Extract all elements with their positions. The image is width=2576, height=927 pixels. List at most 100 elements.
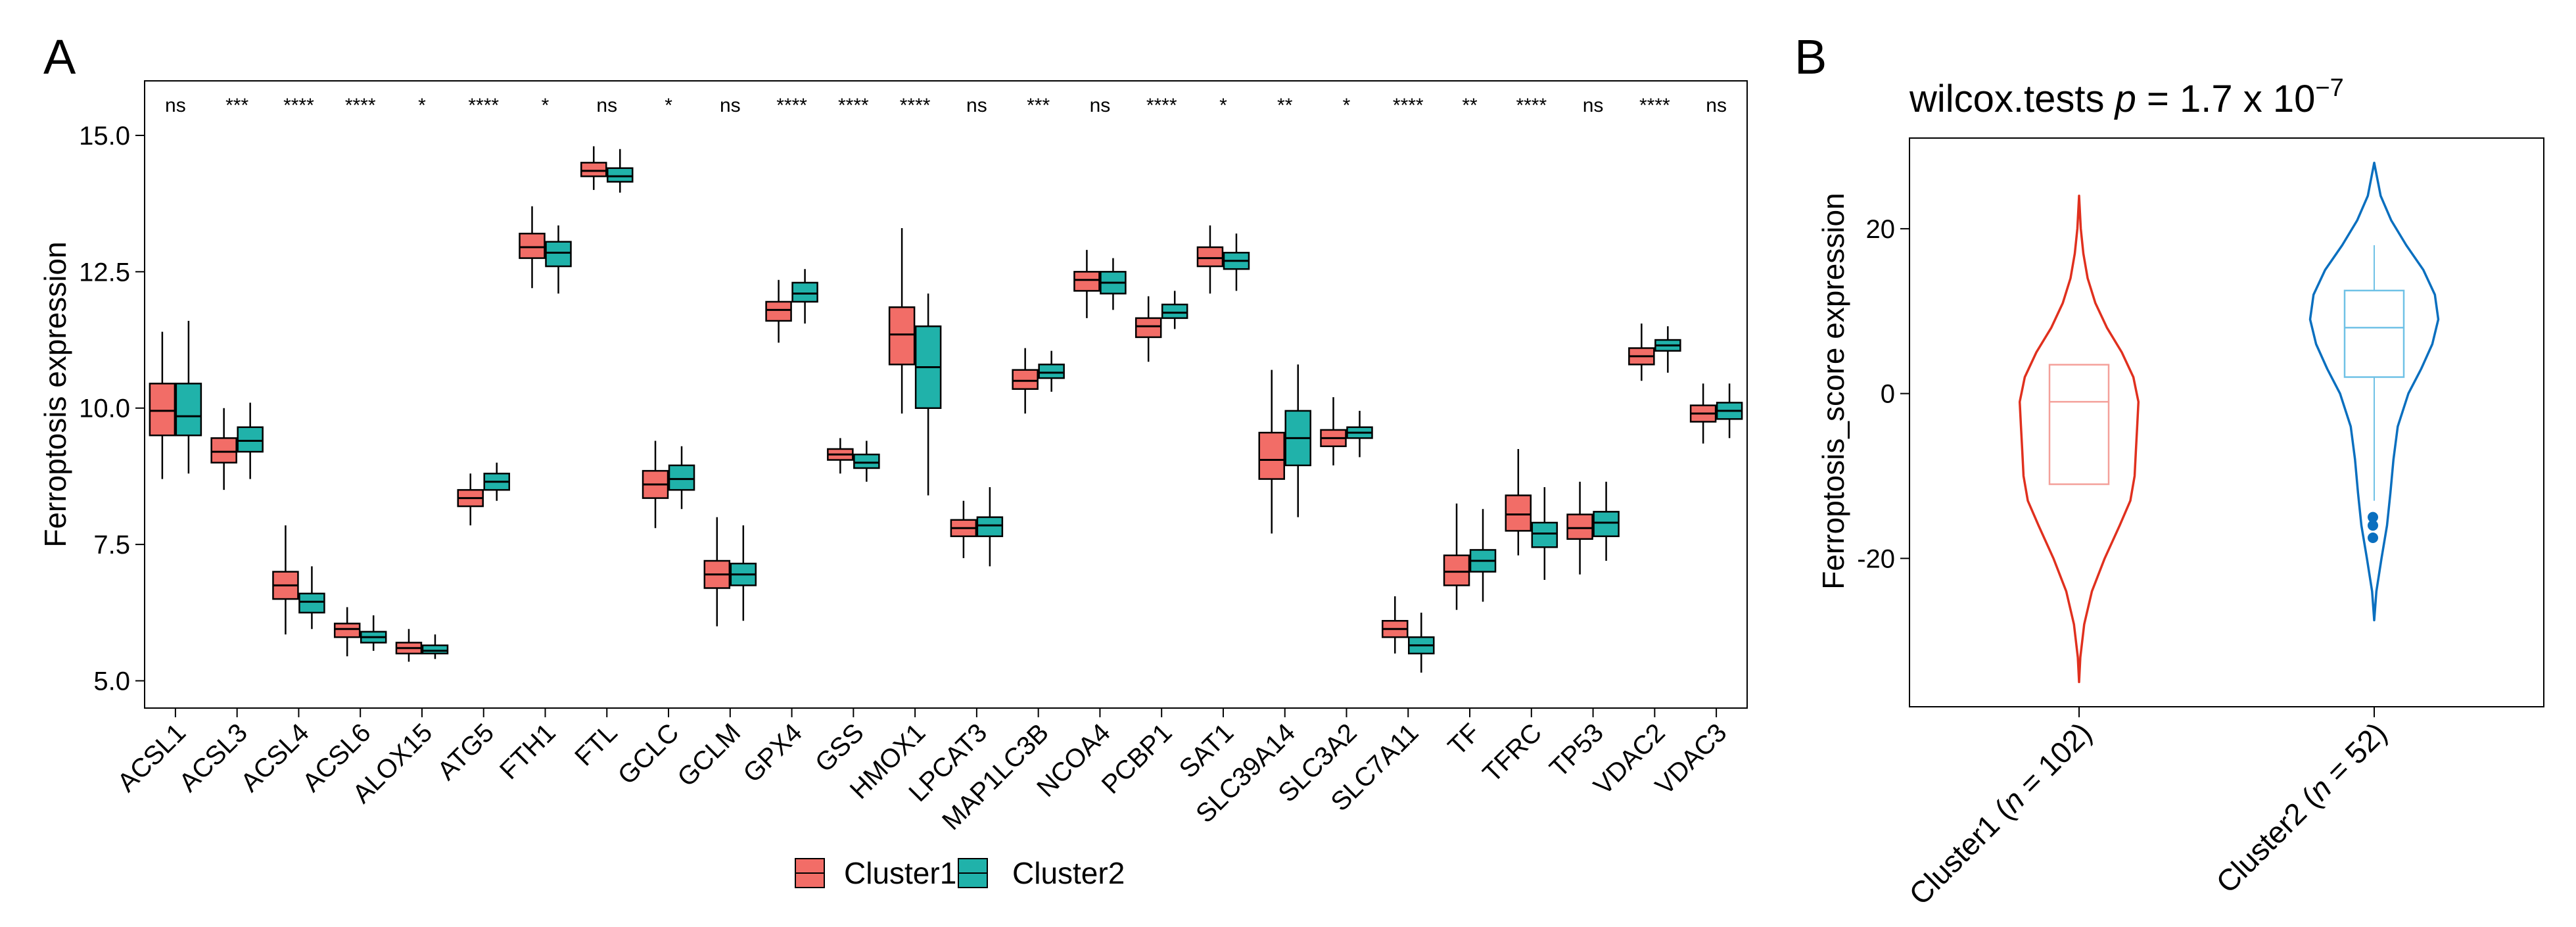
x-tick-label-gclc: GCLC [613, 718, 685, 790]
box-ftl-cluster2 [607, 149, 634, 193]
significance-label-ncoa4: ns [1090, 95, 1111, 116]
significance-label-map1lc3b: *** [1027, 95, 1050, 116]
y-tick-label: 12.5 [79, 258, 130, 287]
significance-label-slc39a14: ** [1277, 95, 1293, 116]
panel-b-title-p: p [2114, 78, 2136, 120]
box-alox15-cluster2 [421, 634, 449, 659]
box-iqr [1073, 271, 1100, 292]
box-iqr [1135, 317, 1162, 339]
box-iqr [853, 454, 880, 469]
legend-label-cluster1: Cluster1 [844, 856, 956, 890]
box-tp53-cluster2 [1593, 481, 1620, 561]
x-tick-label-atg5: ATG5 [432, 718, 500, 786]
box-ncoa4-cluster1 [1073, 250, 1100, 318]
significance-label-pcbp1: **** [1146, 95, 1177, 116]
box-iqr [1196, 246, 1224, 268]
box-acsl6-cluster1 [333, 607, 361, 657]
significance-label-gss: **** [838, 95, 869, 116]
box-iqr [607, 167, 634, 183]
box-iqr [175, 383, 202, 437]
significance-label-lpcat3: ns [966, 95, 987, 116]
x-tick-label-gclm: GCLM [672, 718, 746, 792]
significance-label-tf: ** [1462, 95, 1478, 116]
outlier-point [2368, 520, 2378, 531]
box-vdac3-cluster2 [1716, 383, 1743, 439]
violin-outline [2018, 195, 2140, 684]
box-vdac2-cluster2 [1654, 326, 1681, 373]
panel-a-legend: Cluster1 Cluster2 [795, 856, 1125, 890]
box-hmox1-cluster2 [914, 293, 942, 496]
box-sat1-cluster1 [1196, 225, 1224, 294]
box-iqr [791, 281, 818, 303]
significance-label-gpx4: **** [776, 95, 807, 116]
significance-label-ftl: ns [596, 95, 617, 116]
significance-label-gclm: ns [720, 95, 741, 116]
panel-a-label: A [43, 30, 76, 84]
panel-b-violins [2018, 161, 2440, 684]
box-map1lc3b-cluster1 [1012, 348, 1039, 414]
box-iqr [1505, 494, 1532, 532]
y-tick-label: 20 [1866, 215, 1896, 244]
panel-b-y-axis-label: Ferroptosis_score expression [1816, 193, 1850, 589]
x-tick-label-acsl3: ACSL3 [174, 718, 253, 797]
x-tick-label-acsl4: ACSL4 [235, 718, 315, 797]
box-lpcat3-cluster1 [950, 500, 977, 558]
x-tick-label-acsl1: ACSL1 [112, 718, 192, 797]
x-tick-label-cluster2: Cluster2 (n = 52) [2209, 715, 2393, 899]
significance-label-vdac3: ns [1706, 95, 1727, 116]
violin-cluster1 [2018, 195, 2140, 684]
box-vdac2-cluster1 [1628, 323, 1655, 381]
box-acsl1-cluster2 [175, 321, 202, 474]
panel-a-plot-border [144, 80, 1748, 709]
box-gpx4-cluster2 [791, 269, 818, 324]
box-atg5-cluster2 [483, 462, 510, 501]
significance-label-atg5: **** [468, 95, 499, 116]
box-iqr [668, 464, 695, 491]
box-iqr [1443, 554, 1470, 586]
box-slc39a14-cluster1 [1258, 369, 1285, 534]
y-tick-label: 0 [1881, 380, 1895, 409]
box-gss-cluster1 [827, 438, 854, 474]
box-iqr [1012, 369, 1039, 390]
box-iqr [545, 241, 572, 268]
box-tp53-cluster1 [1566, 481, 1593, 575]
box-gclm-cluster1 [703, 517, 731, 627]
box-pcbp1-cluster2 [1161, 291, 1188, 329]
box-slc7a11-cluster1 [1382, 596, 1409, 654]
box-iqr [1038, 364, 1065, 379]
panel-a: A Ferroptosis expression 5.0 7.5 10.0 12.5 1… [38, 30, 1748, 890]
box-acsl3-cluster2 [237, 402, 264, 479]
significance-label-fth1: * [542, 95, 550, 116]
box-iqr [149, 383, 176, 437]
box-iqr [237, 426, 264, 453]
box-slc7a11-cluster2 [1408, 612, 1435, 673]
x-tick-label-cluster2-prefix: Cluster2 ( [2209, 782, 2326, 899]
panel-a-y-axis: 5.0 7.5 10.0 12.5 15.0 [79, 122, 145, 696]
outlier-point [2368, 511, 2378, 523]
panel-a-boxes [149, 146, 1743, 673]
box-tfrc-cluster2 [1531, 487, 1558, 581]
panel-b: B wilcox.tests p = 1.7 x 10−7 Ferroptosi… [1794, 30, 2544, 911]
panel-a-y-axis-label: Ferroptosis expression [38, 241, 72, 547]
box-iqr [1258, 431, 1285, 480]
panel-a-significance-labels: ns *** **** **** * **** * ns * ns **** **** **** ns **… [165, 95, 1727, 116]
box-iqr [421, 644, 449, 655]
significance-label-acsl1: ns [165, 95, 186, 116]
box-iqr [1593, 511, 1620, 537]
box-iqr [888, 306, 916, 366]
box-iqr [1566, 513, 1593, 540]
panel-b-title: wilcox.tests p = 1.7 x 10−7 [1909, 74, 2344, 120]
significance-label-tp53: ns [1583, 95, 1604, 116]
significance-label-slc3a2: * [1343, 95, 1351, 116]
panel-b-title-main: wilcox.tests [1909, 78, 2105, 120]
box-acsl3-cluster1 [210, 408, 237, 490]
box-atg5-cluster1 [457, 473, 484, 526]
significance-label-sat1: * [1219, 95, 1227, 116]
x-tick-label-gpx4: GPX4 [738, 718, 808, 788]
significance-label-alox15: * [418, 95, 426, 116]
violin-box [2048, 364, 2110, 485]
outlier-point [2368, 533, 2378, 544]
significance-label-vdac2: **** [1639, 95, 1670, 116]
box-fth1-cluster2 [545, 225, 572, 294]
